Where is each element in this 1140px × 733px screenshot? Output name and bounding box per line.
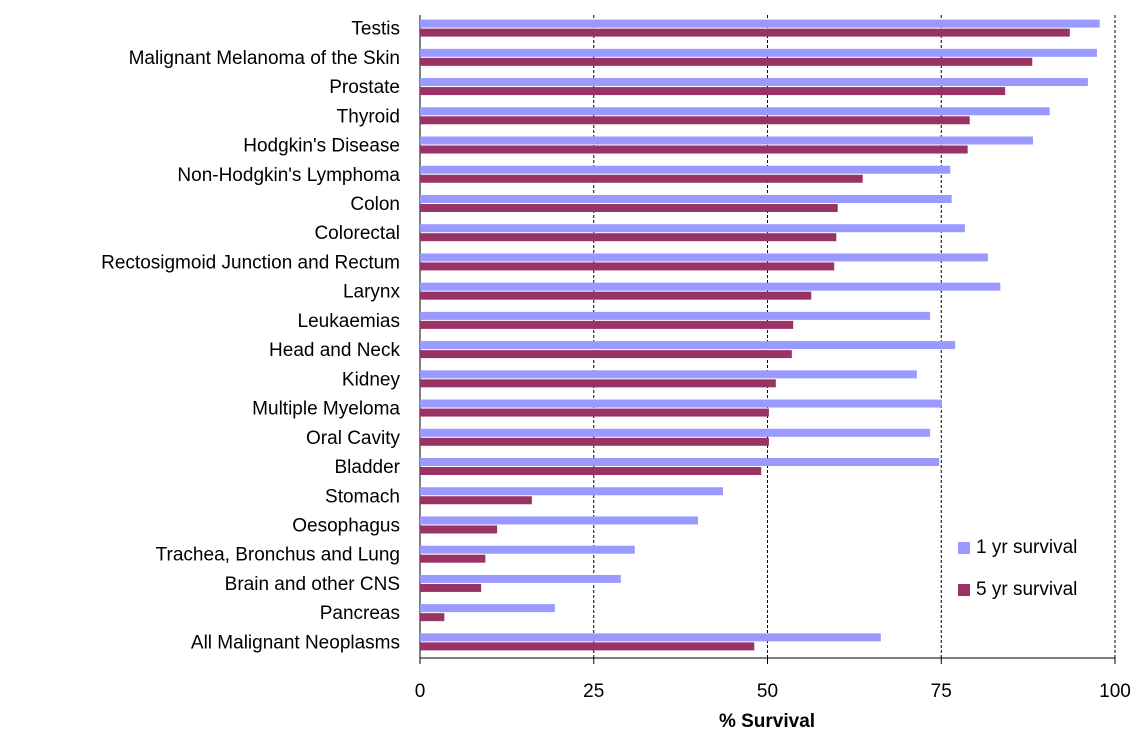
bar — [420, 224, 965, 233]
y-tick-label: Kidney — [342, 369, 401, 390]
y-tick-label: Prostate — [329, 77, 400, 98]
y-tick-label: Malignant Melanoma of the Skin — [129, 48, 400, 69]
legend-label: 5 yr survival — [976, 579, 1077, 600]
bar — [420, 496, 532, 505]
bar — [420, 487, 724, 496]
y-tick-label: Thyroid — [337, 106, 400, 127]
bar — [420, 379, 776, 388]
y-tick-label: Colon — [350, 194, 400, 215]
y-tick-label: Head and Neck — [269, 340, 400, 361]
y-tick-label: All Malignant Neoplasms — [191, 632, 400, 653]
y-tick-label: Larynx — [343, 282, 401, 303]
bar — [420, 194, 952, 203]
bar — [420, 320, 794, 329]
legend-swatch — [958, 542, 970, 554]
y-tick-label: Multiple Myeloma — [252, 399, 400, 420]
bar — [420, 57, 1033, 66]
y-tick-label: Oesophagus — [292, 515, 400, 536]
y-tick-label: Rectosigmoid Junction and Rectum — [101, 252, 400, 273]
bar — [420, 583, 482, 592]
bar — [420, 399, 942, 408]
bar — [420, 165, 951, 174]
bar — [420, 642, 755, 651]
bar — [420, 458, 940, 467]
x-tick-label: 50 — [757, 681, 778, 702]
y-tick-label: Stomach — [325, 486, 400, 507]
bar — [420, 145, 968, 154]
y-tick-label: Hodgkin's Disease — [243, 136, 400, 157]
bar — [420, 253, 988, 262]
y-tick-label: Trachea, Bronchus and Lung — [156, 545, 400, 566]
bar — [420, 282, 1001, 291]
x-tick-label: 0 — [415, 681, 426, 702]
bar — [420, 78, 1088, 87]
bar — [420, 19, 1100, 28]
x-tick-label: 100 — [1099, 681, 1131, 702]
bar — [420, 467, 762, 476]
bar — [420, 545, 635, 554]
bar — [420, 604, 555, 613]
bar — [420, 28, 1070, 37]
x-tick-label: 75 — [931, 681, 952, 702]
y-tick-label: Bladder — [335, 457, 401, 478]
bar — [420, 525, 498, 534]
bar — [420, 633, 881, 642]
x-tick-label: 25 — [583, 681, 604, 702]
bar — [420, 136, 1033, 145]
bar — [420, 116, 970, 125]
y-tick-label: Pancreas — [320, 603, 400, 624]
bar — [420, 370, 917, 379]
y-tick-label: Non-Hodgkin's Lymphoma — [177, 165, 400, 186]
bar — [420, 262, 835, 271]
bar — [420, 341, 956, 350]
bar — [420, 350, 792, 359]
y-tick-label: Brain and other CNS — [225, 574, 400, 595]
legend-label: 1 yr survival — [976, 537, 1077, 558]
y-tick-label: Oral Cavity — [306, 428, 400, 449]
bar — [420, 408, 769, 417]
bar — [420, 574, 621, 583]
bar — [420, 291, 812, 300]
y-tick-label: Colorectal — [314, 223, 400, 244]
bar — [420, 428, 931, 437]
bar — [420, 233, 837, 242]
bar — [420, 437, 769, 446]
x-axis-label: % Survival — [719, 711, 815, 732]
bar — [420, 554, 486, 563]
bar — [420, 516, 698, 525]
bar — [420, 48, 1097, 57]
bar — [420, 203, 838, 212]
bar — [420, 87, 1006, 96]
legend-swatch — [958, 584, 970, 596]
bar — [420, 107, 1050, 116]
bar — [420, 311, 931, 320]
y-tick-label: Testis — [351, 19, 400, 40]
y-tick-label: Leukaemias — [298, 311, 400, 332]
bar — [420, 613, 445, 622]
bar — [420, 174, 863, 183]
